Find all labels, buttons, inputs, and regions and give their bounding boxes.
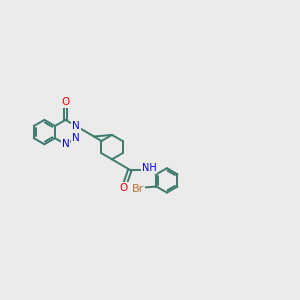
Text: O: O — [61, 97, 70, 107]
Text: N: N — [72, 121, 80, 131]
Text: O: O — [119, 183, 128, 193]
Text: N: N — [72, 133, 80, 143]
Text: Br: Br — [132, 184, 145, 194]
Text: NH: NH — [142, 163, 157, 173]
Text: N: N — [61, 139, 69, 149]
